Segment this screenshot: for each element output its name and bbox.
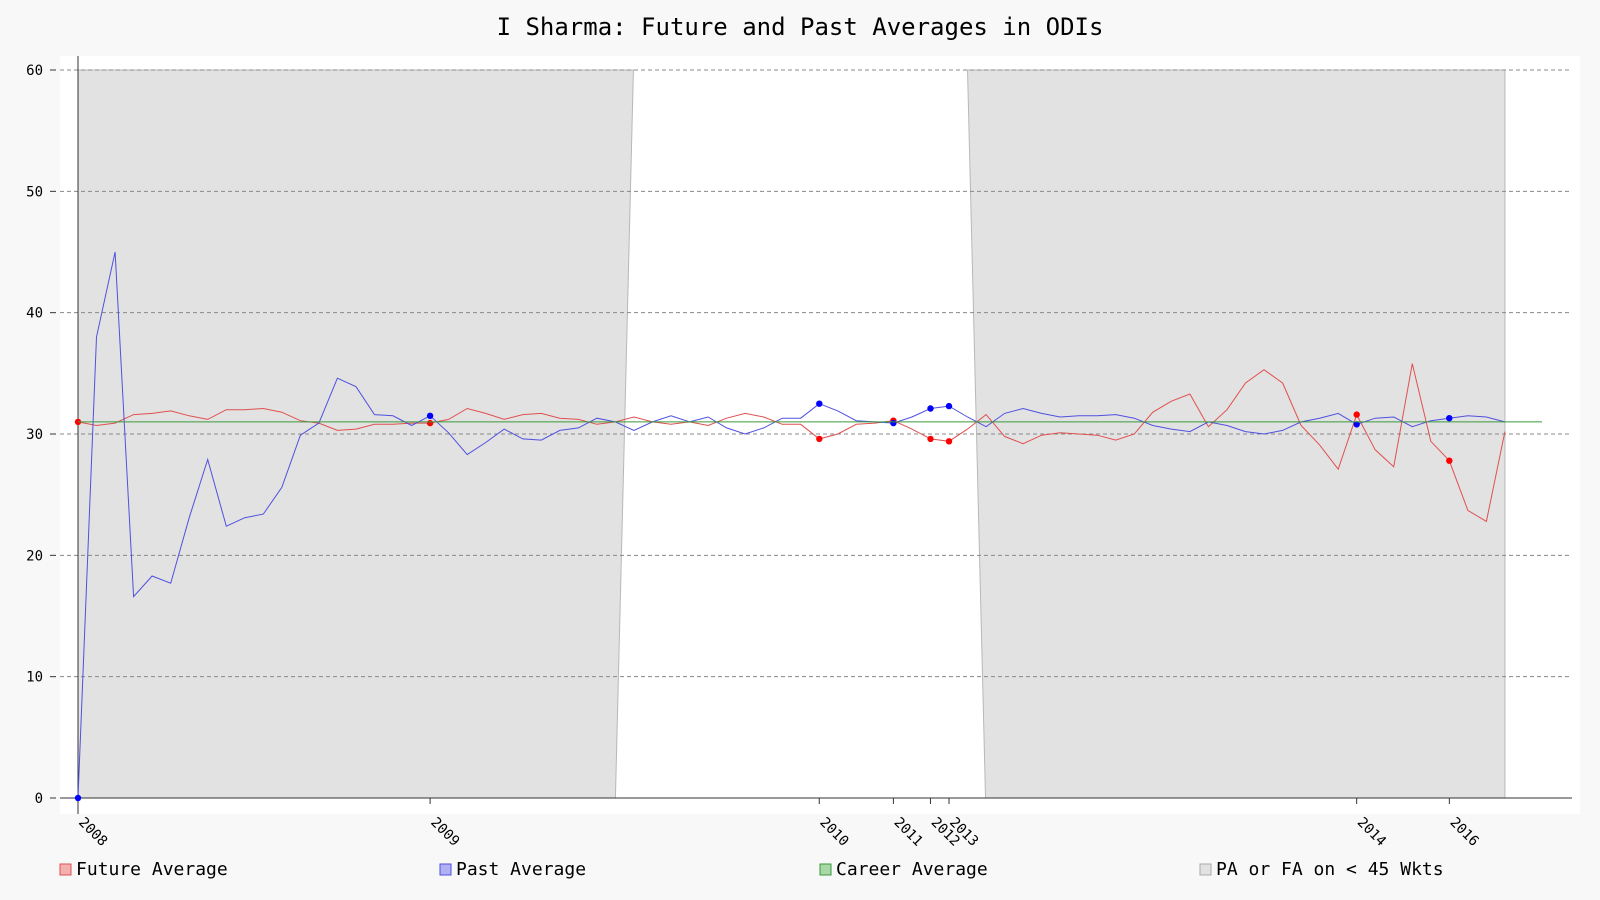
series-layer [74,251,1542,802]
series-point-past-average [890,419,897,427]
y-tick-label: 40 [26,306,43,322]
x-tick-label: 2010 [816,815,851,850]
series-point-past-average [945,402,953,410]
series-point-past-average [1446,415,1453,422]
series-point-future-average [816,435,823,443]
y-tick-label: 20 [26,548,43,564]
series-point-future-average [1446,457,1453,464]
grid-layer [60,69,1572,678]
x-tick-label: 2009 [427,815,462,850]
legend-swatch-past-average [439,863,452,876]
chart-title: I Sharma: Future and Past Averages in OD… [497,13,1104,41]
series-line-future-average [77,363,1506,523]
legend-swatch-future-average [59,863,72,876]
y-tick-label: 60 [26,63,43,79]
legend-label-future-average: Future Average [76,859,228,880]
series-point-future-average [426,419,434,427]
series-point-past-average [74,794,82,802]
series-point-future-average [1353,411,1360,418]
legend-swatch-career-average [819,863,832,876]
legend-label-career-average: Career Average [836,859,988,880]
legend-swatch-shaded-region [1199,863,1212,876]
legend-label-shaded-region: PA or FA on < 45 Wkts [1216,859,1444,880]
y-tick-label: 10 [26,670,43,686]
series-line-past-average [77,251,1506,799]
series-point-past-average [426,412,434,419]
series-point-past-average [816,400,823,407]
y-tick-label: 30 [26,427,43,443]
y-tick-label: 50 [26,184,43,200]
legend: Future Average Past Average Career Avera… [59,859,1444,880]
series-point-future-average [927,435,934,443]
series-point-future-average [945,438,953,445]
series-point-past-average [927,405,934,412]
x-tick-label: 2008 [75,815,110,850]
x-tick-label: 2011 [891,815,926,850]
x-tick-label: 2014 [1354,815,1389,850]
legend-label-past-average: Past Average [456,859,586,880]
x-tick-label: 2016 [1447,815,1482,850]
series-point-past-average [1353,421,1360,428]
y-tick-label: 0 [35,791,43,807]
